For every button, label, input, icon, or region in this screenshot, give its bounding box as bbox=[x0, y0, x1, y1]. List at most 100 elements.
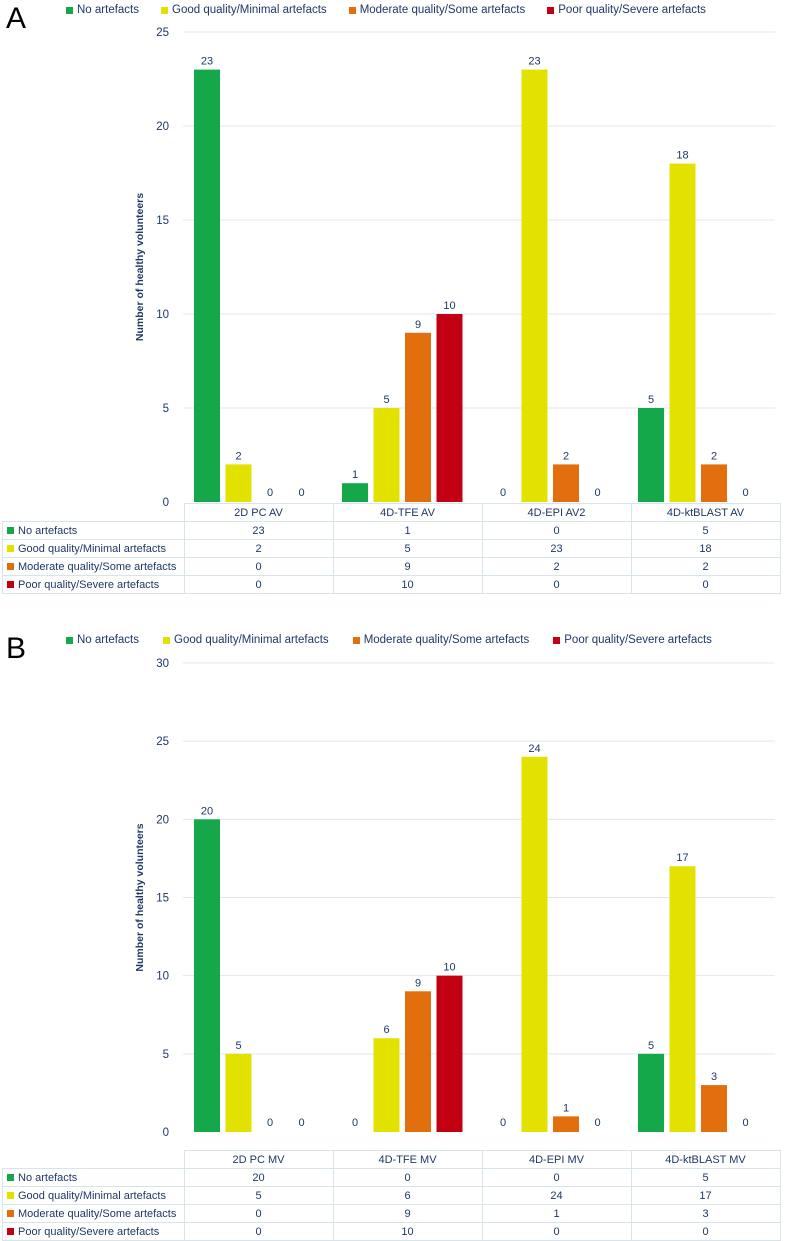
legend-item: Good quality/Minimal artefacts bbox=[163, 634, 329, 646]
table-cell: 24 bbox=[481, 1186, 632, 1205]
legend-swatch bbox=[352, 636, 360, 644]
series-name: No artefacts bbox=[18, 524, 78, 537]
bar bbox=[521, 69, 548, 502]
data-label: 2 bbox=[711, 450, 717, 462]
y-tick-label: 20 bbox=[156, 814, 169, 826]
category-label: 2D PC MV bbox=[183, 1150, 334, 1169]
bar bbox=[342, 483, 368, 502]
legend-swatch bbox=[161, 6, 168, 14]
legend-label: Moderate quality/Some artefacts bbox=[359, 4, 526, 16]
table-cell: 9 bbox=[332, 557, 483, 576]
bar bbox=[373, 1038, 400, 1132]
bar bbox=[225, 1053, 252, 1132]
data-label: 6 bbox=[383, 1024, 389, 1036]
table-cell: 0 bbox=[481, 521, 632, 540]
table-row: Moderate quality/Some artefacts 0 9 1 3 bbox=[2, 1204, 781, 1223]
series-swatch bbox=[7, 1191, 14, 1199]
data-table: 2D PC AV 4D-TFE AV 4D-EPI AV2 4D-ktBLAST AV… bbox=[2, 503, 781, 594]
y-tick-label: 20 bbox=[156, 121, 169, 133]
bar bbox=[194, 69, 220, 502]
bar bbox=[194, 819, 220, 1132]
legend-item: No artefacts bbox=[66, 4, 139, 16]
data-label: 10 bbox=[443, 300, 455, 312]
bar bbox=[373, 408, 400, 502]
y-tick-label: 5 bbox=[163, 1049, 169, 1061]
table-row-header: Poor quality/Severe artefacts bbox=[2, 575, 185, 594]
bar bbox=[436, 314, 463, 502]
data-label: 18 bbox=[676, 150, 688, 162]
data-label: 0 bbox=[742, 487, 748, 499]
table-cell: 3 bbox=[630, 1204, 781, 1223]
table-cell: 1 bbox=[332, 521, 483, 540]
legend-swatch bbox=[163, 636, 170, 644]
bar bbox=[701, 1085, 727, 1132]
data-label: 0 bbox=[594, 487, 600, 499]
series-swatch bbox=[7, 1227, 14, 1235]
y-tick-label: 15 bbox=[156, 893, 169, 905]
legend: No artefacts Good quality/Minimal artefac… bbox=[66, 4, 706, 16]
table-corner bbox=[2, 503, 185, 522]
legend-swatch bbox=[66, 6, 73, 14]
data-label: 0 bbox=[267, 1117, 273, 1129]
data-label: 0 bbox=[500, 487, 506, 499]
table-cell: 20 bbox=[183, 1168, 334, 1187]
legend-label: No artefacts bbox=[77, 4, 139, 16]
bar bbox=[405, 991, 431, 1132]
bar bbox=[553, 1116, 579, 1132]
chart-panel-b: B No artefacts Good quality/Minimal artef… bbox=[0, 630, 785, 1241]
bar bbox=[553, 464, 579, 502]
series-swatch bbox=[7, 526, 14, 534]
table-header-row: 2D PC MV 4D-TFE MV 4D-EPI MV 4D-ktBLAST MV bbox=[2, 1150, 781, 1169]
series-swatch bbox=[7, 544, 14, 552]
table-row-header: Good quality/Minimal artefacts bbox=[2, 539, 185, 558]
legend-label: Moderate quality/Some artefacts bbox=[363, 634, 530, 646]
bar bbox=[405, 332, 431, 502]
category-label: 4D-EPI AV2 bbox=[481, 503, 632, 522]
table-cell: 5 bbox=[183, 1186, 334, 1205]
table-cell: 0 bbox=[183, 1222, 334, 1241]
series-name: Poor quality/Severe artefacts bbox=[18, 1225, 160, 1238]
table-cell: 5 bbox=[630, 521, 781, 540]
y-tick-label: 10 bbox=[156, 309, 169, 321]
y-tick-label: 30 bbox=[156, 658, 169, 670]
table-row-header: Moderate quality/Some artefacts bbox=[2, 1204, 185, 1223]
table-cell: 0 bbox=[481, 1168, 632, 1187]
table-cell: 5 bbox=[630, 1168, 781, 1187]
data-label: 5 bbox=[383, 394, 389, 406]
data-label: 1 bbox=[563, 1102, 569, 1114]
table-row-header: Moderate quality/Some artefacts bbox=[2, 557, 185, 576]
legend-item: Moderate quality/Some artefacts bbox=[348, 4, 526, 16]
y-tick-label: 25 bbox=[156, 27, 169, 39]
data-label: 5 bbox=[648, 394, 654, 406]
table-row: Good quality/Minimal artefacts 5 6 24 17 bbox=[2, 1186, 781, 1205]
legend-swatch bbox=[348, 6, 356, 14]
table-row: No artefacts 20 0 0 5 bbox=[2, 1168, 781, 1187]
series-name: Good quality/Minimal artefacts bbox=[18, 1189, 166, 1202]
panel-label: A bbox=[6, 2, 27, 35]
bar bbox=[638, 408, 664, 502]
table-cell: 5 bbox=[332, 539, 483, 558]
y-tick-label: 10 bbox=[156, 971, 169, 983]
data-label: 0 bbox=[352, 1117, 358, 1129]
table-cell: 2 bbox=[183, 539, 334, 558]
data-label: 23 bbox=[201, 56, 213, 68]
legend-label: Good quality/Minimal artefacts bbox=[174, 634, 329, 646]
series-name: Poor quality/Severe artefacts bbox=[18, 578, 160, 591]
table-cell: 23 bbox=[183, 521, 334, 540]
y-tick-label: 0 bbox=[163, 497, 169, 509]
series-swatch bbox=[7, 562, 14, 570]
series-swatch bbox=[7, 580, 14, 588]
panel-label: B bbox=[6, 632, 27, 665]
legend-swatch bbox=[547, 6, 555, 14]
y-tick-label: 0 bbox=[163, 1127, 169, 1139]
category-label: 4D-ktBLAST MV bbox=[630, 1150, 781, 1169]
table-row: Poor quality/Severe artefacts 0 10 0 0 bbox=[2, 575, 781, 594]
data-label: 0 bbox=[742, 1117, 748, 1129]
legend-item: Poor quality/Severe artefacts bbox=[553, 634, 712, 646]
data-label: 24 bbox=[528, 743, 540, 755]
table-row: No artefacts 23 1 0 5 bbox=[2, 521, 781, 540]
data-label: 10 bbox=[443, 962, 455, 974]
table-cell: 9 bbox=[332, 1204, 483, 1223]
data-label: 2 bbox=[563, 450, 569, 462]
